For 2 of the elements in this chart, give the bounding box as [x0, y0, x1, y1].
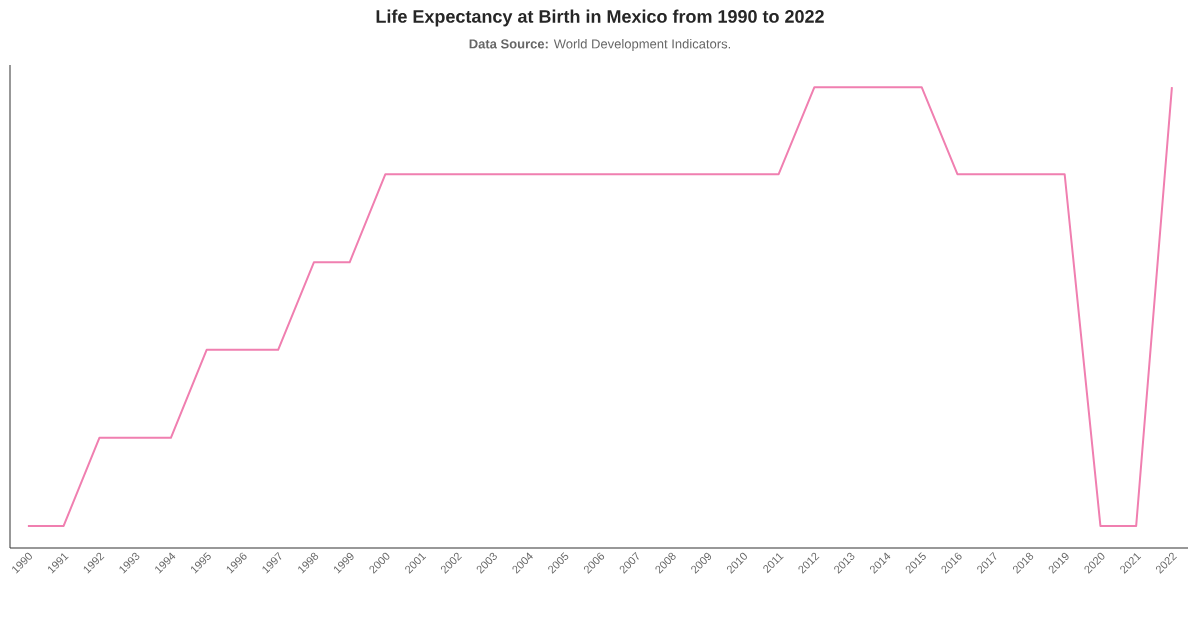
chart-title: Life Expectancy at Birth in Mexico from 1990 to 2022	[376, 9, 824, 27]
text: Data Source: World Development Indicators.	[469, 38, 731, 52]
